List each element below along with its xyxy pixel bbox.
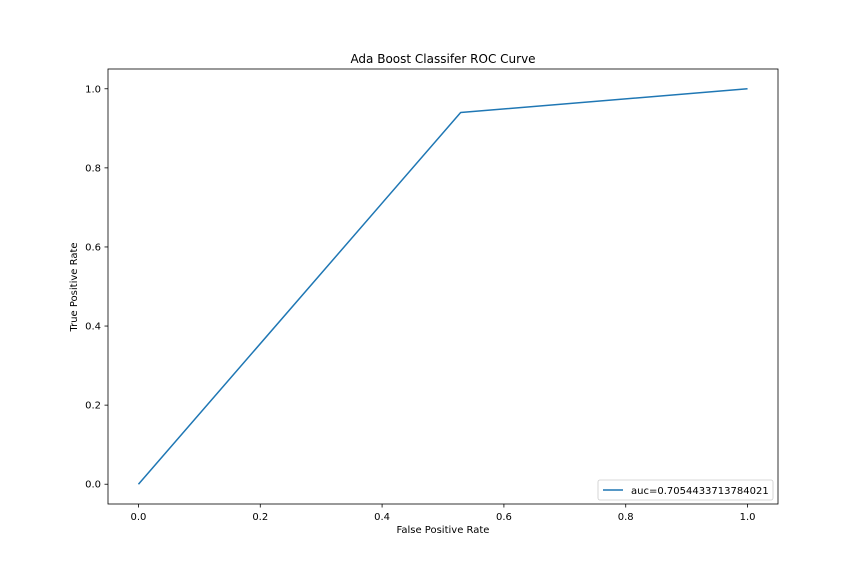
legend-entry-label: auc=0.7054433713784021	[631, 486, 769, 497]
x-tick-label: 0.6	[496, 512, 512, 523]
legend-box	[597, 479, 774, 501]
y-tick-label: 1.0	[85, 84, 101, 95]
chart-title: Ada Boost Classifer ROC Curve	[350, 52, 535, 66]
ticks-layer: 0.0 0.2 0.4 0.6 0.8 1.0 0.0 0.2 0.4 0.6 0.8 1.0	[85, 84, 755, 523]
roc-curve-line	[137, 88, 748, 485]
y-tick-label: 0.8	[85, 163, 101, 174]
axes-frame	[107, 68, 779, 505]
y-axis-label: True Positive Rate	[69, 242, 80, 332]
legend: auc=0.7054433713784021	[597, 479, 774, 501]
x-axis-label: False Positive Rate	[397, 525, 490, 536]
series-layer	[137, 88, 748, 485]
x-tick-label: 0.2	[252, 512, 268, 523]
x-tick-label: 0.0	[131, 512, 147, 523]
y-tick-label: 0.0	[85, 480, 101, 491]
x-tick-label: 0.8	[618, 512, 634, 523]
y-tick-label: 0.4	[85, 322, 101, 333]
y-tick-label: 0.6	[85, 242, 101, 253]
x-tick-label: 0.4	[374, 512, 390, 523]
x-tick-label: 1.0	[740, 512, 756, 523]
y-tick-label: 0.2	[85, 401, 101, 412]
